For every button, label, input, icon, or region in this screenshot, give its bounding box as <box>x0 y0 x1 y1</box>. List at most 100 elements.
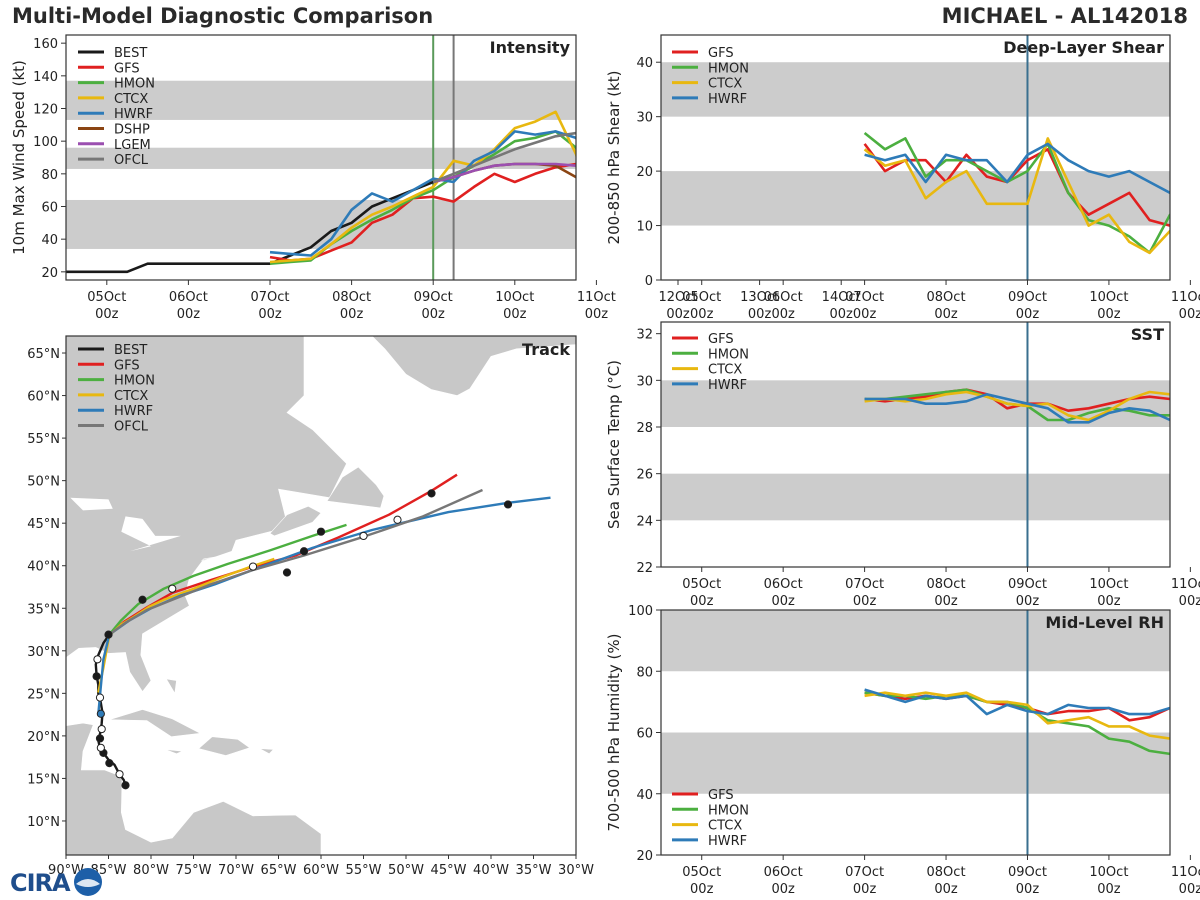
y-tick-label: 10 <box>636 220 653 235</box>
y-tick-label: 40 <box>636 56 653 71</box>
y-tick-label: 40 <box>636 788 653 803</box>
series-group <box>864 388 1170 424</box>
band-1 <box>661 62 1170 117</box>
y-axis-label: 10m Max Wind Speed (kt) <box>10 60 28 255</box>
lon-tick-label: 75°W <box>176 863 212 878</box>
x-tick-label: 00z <box>748 307 772 322</box>
x-tick-label: 12Oct <box>658 290 697 305</box>
x-tick-label: 00z <box>585 307 609 322</box>
panel-track: 10°N 15°N 20°N 25°N 30°N 35°N 40°N 45°N 50°N 55°N… <box>27 335 594 878</box>
lon-tick-label: 40°W <box>473 863 509 878</box>
track-point-7 <box>96 709 105 718</box>
series-line-hwrf <box>269 130 576 257</box>
track-lines <box>92 473 551 790</box>
track-point-16 <box>299 547 309 556</box>
x-tick-label: 00z <box>690 882 714 897</box>
legend-label-gfs: GFS <box>708 46 734 61</box>
series-line-gfs <box>863 143 1170 227</box>
land-shape-2 <box>326 466 385 509</box>
x-tick-label: 07Oct <box>250 290 289 305</box>
x-tick-label: 11Oct <box>1171 865 1200 880</box>
track-point-8 <box>95 693 105 702</box>
x-tick-label: 11Oct <box>1171 577 1200 592</box>
plot-frame <box>660 321 1171 568</box>
lat-tick-label: 40°N <box>27 560 60 575</box>
legend-label-ctcx: CTCX <box>708 77 742 92</box>
panel-rh: 20 40 60 80 100 05Oct 00z 06Oct 00z 07Oct 00z 08Oct… <box>605 604 1200 897</box>
lat-tick-label: 55°N <box>27 432 60 447</box>
track-line-best <box>94 633 127 786</box>
lat-tick-label: 15°N <box>27 772 60 787</box>
legend-label-hwrf: HWRF <box>708 92 747 107</box>
lat-tick-label: 20°N <box>27 730 60 745</box>
x-tick-label: 00z <box>1179 307 1200 322</box>
y-tick-label: 20 <box>636 165 653 180</box>
lat-tick-label: 65°N <box>27 347 60 362</box>
legend-label-best: BEST <box>114 343 147 358</box>
x-tick-label: 00z <box>177 307 201 322</box>
x-tick-label: 00z <box>666 307 690 322</box>
x-tick-label: 00z <box>934 882 958 897</box>
x-tick-label: 08Oct <box>927 865 966 880</box>
x-tick-label: 00z <box>690 307 714 322</box>
lat-tick-label: 30°N <box>27 645 60 660</box>
x-tick-label: 00z <box>1097 307 1121 322</box>
lon-tick-label: 45°W <box>431 863 467 878</box>
track-line-hmon <box>108 523 347 636</box>
y-tick-label: 100 <box>33 135 58 150</box>
x-tick-label: 14Oct <box>822 290 861 305</box>
panel-intensity: 2040608010012014016005Oct00z06Oct00z07Oc… <box>10 34 861 322</box>
band-1 <box>661 610 1170 672</box>
x-tick-label: 09Oct <box>1008 290 1047 305</box>
track-point-10 <box>93 655 102 664</box>
lon-tick-label: 35°W <box>516 863 552 878</box>
x-tick-label: 00z <box>1016 882 1040 897</box>
x-tick-label: 00z <box>853 307 877 322</box>
series-group <box>66 110 576 274</box>
track-point-6 <box>97 724 106 734</box>
track-point-21 <box>393 515 402 524</box>
lat-tick-label: 25°N <box>27 687 60 702</box>
x-tick-label: 00z <box>853 882 877 897</box>
y-tick-label: 24 <box>636 514 653 529</box>
land-shape-1 <box>66 722 322 855</box>
x-tick-label: 00z <box>690 594 714 609</box>
y-tick-label: 40 <box>41 233 58 248</box>
y-tick-label: 22 <box>636 561 653 576</box>
lon-tick-label: 55°W <box>346 863 382 878</box>
y-tick-label: 160 <box>33 37 58 52</box>
track-point-20 <box>503 500 513 509</box>
band-2 <box>66 80 576 120</box>
lon-tick-label: 90°W <box>48 863 84 878</box>
plot-frame <box>65 34 577 281</box>
x-tick-label: 09Oct <box>1008 577 1047 592</box>
series-line-lgem <box>432 162 576 184</box>
series-line-ctcx <box>269 110 576 264</box>
y-tick-label: 28 <box>636 421 653 436</box>
track-point-15 <box>282 568 292 577</box>
legend-label-ctcx: CTCX <box>708 363 742 378</box>
track-point-19 <box>427 489 436 498</box>
track-point-17 <box>316 527 326 536</box>
land-shape-9 <box>201 556 220 562</box>
x-tick-label: 00z <box>934 594 958 609</box>
x-tick-label: 07Oct <box>845 290 884 305</box>
x-tick-label: 08Oct <box>927 577 966 592</box>
y-tick-label: 80 <box>636 665 653 680</box>
series-group <box>864 688 1170 756</box>
x-tick-label: 09Oct <box>414 290 453 305</box>
band-1 <box>66 147 576 169</box>
track-point-9 <box>92 672 101 681</box>
lake-shape-0 <box>70 497 113 511</box>
x-tick-label: 00z <box>1097 594 1121 609</box>
x-tick-label: 00z <box>1016 307 1040 322</box>
legend-label-hmon: HMON <box>708 803 749 818</box>
x-tick-label: 00z <box>771 594 795 609</box>
panel-title: Mid-Level RH <box>1045 613 1164 632</box>
series-line-hwrf <box>864 392 1170 424</box>
panel-title: Track <box>522 340 570 359</box>
y-tick-label: 30 <box>636 111 653 126</box>
track-line-ofcl <box>108 488 483 636</box>
